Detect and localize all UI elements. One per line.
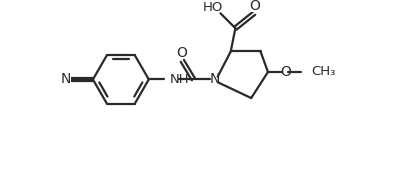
Text: O: O: [176, 46, 187, 60]
Text: N: N: [61, 72, 71, 86]
Text: NH: NH: [169, 73, 189, 86]
Text: N: N: [210, 72, 220, 86]
Text: O: O: [250, 0, 260, 13]
Text: CH₃: CH₃: [311, 66, 335, 78]
Text: HO: HO: [203, 1, 223, 14]
Text: O: O: [280, 65, 291, 79]
